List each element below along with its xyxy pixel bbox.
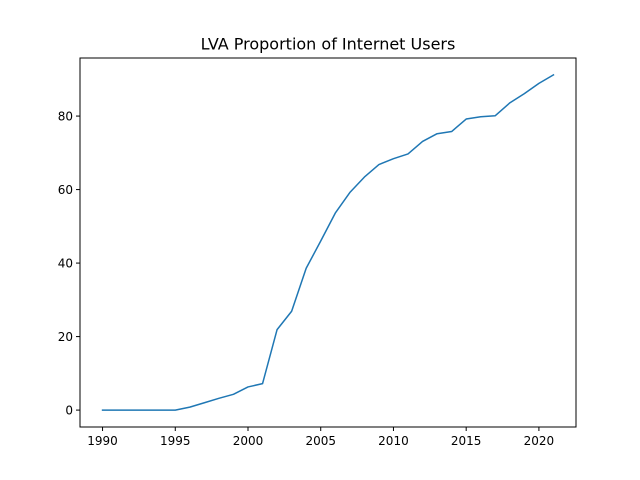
x-tick-label: 2010 bbox=[378, 434, 409, 448]
x-tick-label: 1990 bbox=[87, 434, 118, 448]
axes: 1990 1995 2000 2005 2010 2015 2020 0 20 40 60 80 bbox=[58, 57, 577, 448]
series-line-0 bbox=[101, 73, 555, 411]
x-tick-label: 2005 bbox=[305, 434, 336, 448]
y-tick-label: 40 bbox=[58, 257, 73, 271]
y-tick-label: 60 bbox=[58, 183, 73, 197]
x-tick-label: 2000 bbox=[233, 434, 264, 448]
x-tick-label: 2015 bbox=[451, 434, 482, 448]
y-tick-label: 80 bbox=[58, 110, 73, 124]
chart-title: LVA Proportion of Internet Users bbox=[201, 35, 456, 54]
y-tick-label: 0 bbox=[65, 404, 73, 418]
axes-frame bbox=[79, 57, 577, 428]
x-tick-label: 2020 bbox=[524, 434, 555, 448]
y-tick-label: 20 bbox=[58, 330, 73, 344]
x-tick-label: 1995 bbox=[160, 434, 191, 448]
plot-area bbox=[101, 73, 555, 411]
